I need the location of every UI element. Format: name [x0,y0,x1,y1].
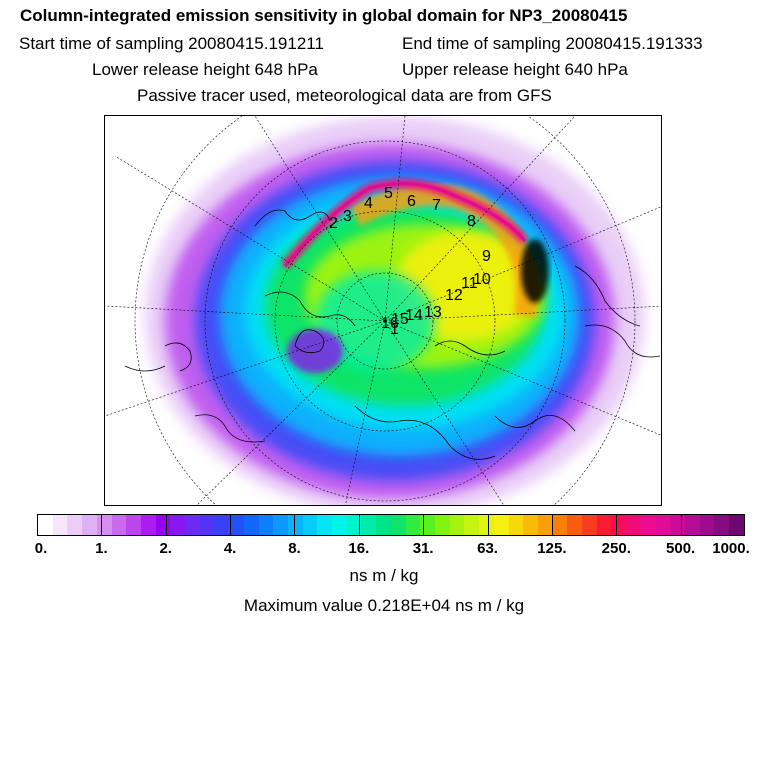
coastlines [124,209,661,460]
marker-11: 11 [461,275,478,292]
marker-8: 8 [467,213,476,230]
colorbar-tick [101,515,103,535]
colorbar-cell [229,515,244,535]
colorbar-tick [358,515,360,535]
colorbar-cell [567,515,583,535]
colorbar-tick [230,515,232,535]
colorbar-cell [390,515,406,535]
colorbar-cell [317,515,333,535]
colorbar-label: 0. [34,540,48,557]
colorbar-label: 4. [223,540,237,557]
colorbar-tick [616,515,618,535]
marker-3: 3 [343,208,352,225]
colorbar-cell [96,515,112,535]
colorbar-cell [552,515,568,535]
marker-14: 14 [405,307,423,324]
marker-7: 7 [432,197,441,214]
marker-16: 16 [381,315,399,332]
lower-release-height: Lower release height 648 hPa [92,60,318,79]
upper-release-height: Upper release height 640 hPa [402,60,628,79]
colorbar-cell [155,515,171,535]
colorbar-cell [537,515,553,535]
colorbar-cell [405,515,421,535]
colorbar-cell [111,515,127,535]
plot-title: Column-integrated emission sensitivity i… [20,6,628,25]
colorbar-label: 31. [412,540,434,557]
colorbar-cell [582,515,597,535]
marker-9: 9 [482,248,491,265]
colorbar-cell [670,515,685,535]
colorbar-cell [596,515,612,535]
colorbar-cell [449,515,465,535]
colorbar-cell [170,515,186,535]
colorbar-tick [165,515,167,535]
end-time: End time of sampling 20080415.191333 [402,34,703,53]
trajectory-markers: 2 3 4 5 6 7 8 9 10 11 12 13 14 15 16 1 [329,185,491,338]
colorbar-cell [214,515,230,535]
marker-13: 13 [424,304,442,321]
maximum-value: Maximum value 0.218E+04 ns m / kg [243,596,525,615]
colorbar-cell [464,515,480,535]
marker-6: 6 [407,193,416,210]
colorbar-cell [376,515,391,535]
colorbar-cell [434,515,450,535]
colorbar-cell [729,515,744,535]
sensitivity-field [145,116,645,505]
colorbar-cell [52,515,68,535]
polar-map: 2 3 4 5 6 7 8 9 10 11 12 13 14 15 16 1 [104,115,662,506]
colorbar-label: 500. [666,540,696,557]
colorbar [37,514,745,536]
colorbar-cell [699,515,715,535]
colorbar-cell [140,515,156,535]
colorbar-cell [611,515,627,535]
colorbar-cell [302,515,318,535]
colorbar-cell [332,515,347,535]
start-time: Start time of sampling 20080415.191211 [19,34,324,53]
colorbar-cell [479,515,494,535]
colorbar-cell [493,515,509,535]
colorbar-cell [508,515,524,535]
colorbar-label: 1. [95,540,108,557]
colorbar-label: 250. [601,540,631,557]
marker-15: 15 [391,311,409,328]
colorbar-label: 125. [537,540,567,557]
marker-2: 2 [329,215,338,232]
units-label: ns m / kg [349,566,419,585]
colorbar-label: 2. [159,540,172,557]
colorbar-cell [67,515,83,535]
colorbar-tick [680,515,682,535]
colorbar-cell [655,515,671,535]
colorbar-cell [258,515,274,535]
colorbar-tick [487,515,489,535]
colorbar-cell [243,515,259,535]
marker-5: 5 [384,185,393,202]
marker-10: 10 [473,271,491,288]
colorbar-cell [640,515,656,535]
colorbar-cell [361,515,377,535]
colorbar-label: 63. [477,540,498,557]
tracer-note: Passive tracer used, meteorological data… [137,86,552,105]
colorbar-tick [551,515,553,535]
polar-map-svg: 2 3 4 5 6 7 8 9 10 11 12 13 14 15 16 1 [105,116,661,505]
colorbar-label: 8. [288,540,301,557]
colorbar-cell [126,515,141,535]
marker-1: 1 [390,321,399,338]
colorbar-cell [523,515,538,535]
colorbar-cell [82,515,97,535]
colorbar-cell [199,515,215,535]
colorbar-tick [423,515,425,535]
colorbar-cell [684,515,700,535]
colorbar-cell [38,515,53,535]
colorbar-cell [273,515,288,535]
colorbar-cell [714,515,730,535]
colorbar-cell [346,515,362,535]
marker-4: 4 [364,195,373,212]
graticule [105,116,661,505]
colorbar-tick [294,515,296,535]
marker-12: 12 [445,287,463,304]
colorbar-cell [185,515,200,535]
colorbar-cell [626,515,641,535]
colorbar-label: 1000. [712,540,750,557]
colorbar-label: 16. [348,540,370,557]
